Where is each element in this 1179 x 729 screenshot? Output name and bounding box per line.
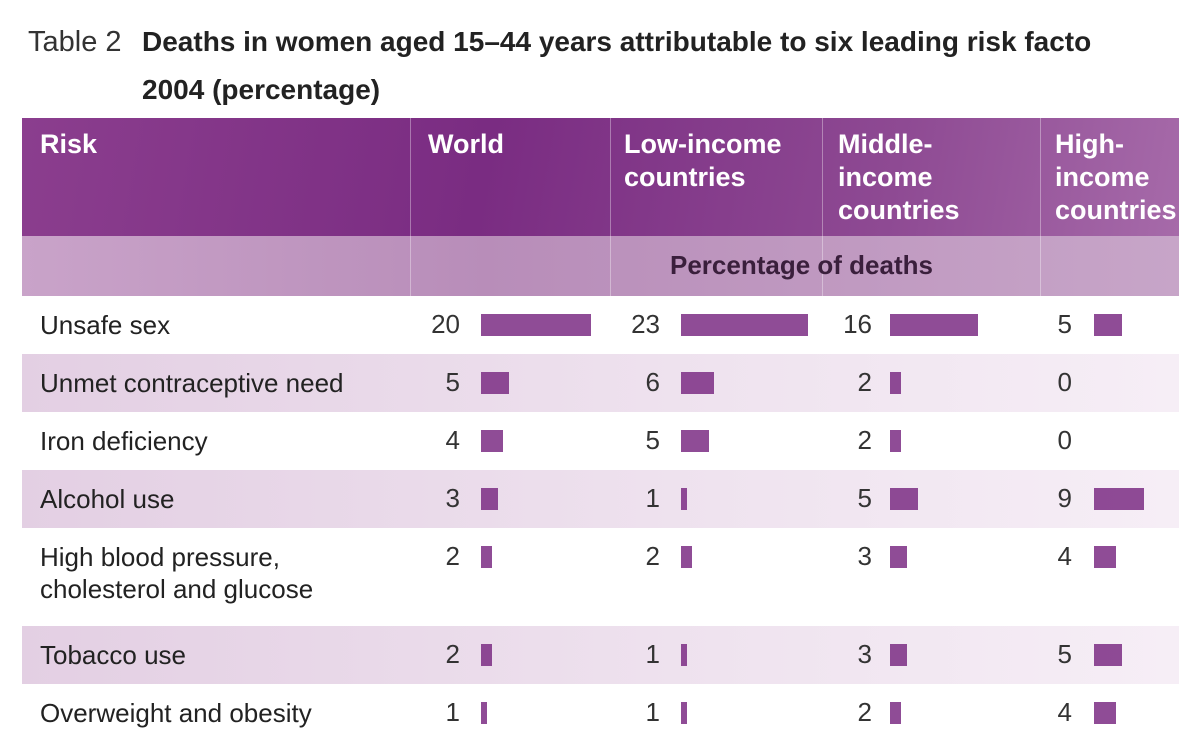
value-bar (890, 702, 901, 724)
value-bar (1094, 546, 1116, 568)
value-bar (681, 644, 687, 666)
value-bar (890, 644, 907, 666)
column-header: Low-income (624, 129, 782, 159)
value-bar (1094, 644, 1122, 666)
value-text: 2 (445, 639, 460, 669)
subheader-band (22, 236, 1179, 296)
column-header: High- (1055, 129, 1124, 159)
risk-label: Unsafe sex (40, 310, 171, 340)
value-text: 2 (857, 425, 872, 455)
value-bar (481, 430, 503, 452)
value-bar (890, 372, 901, 394)
value-text: 1 (645, 639, 660, 669)
risk-label: cholesterol and glucose (40, 574, 314, 604)
column-divider (610, 118, 611, 296)
value-text: 2 (857, 697, 872, 727)
column-divider (822, 118, 823, 296)
risk-label: Iron deficiency (40, 426, 208, 456)
column-header: World (428, 129, 504, 159)
value-text: 0 (1057, 367, 1072, 397)
value-text: 5 (645, 425, 660, 455)
value-text: 5 (1057, 309, 1072, 339)
value-bar (890, 430, 901, 452)
value-text: 2 (645, 541, 660, 571)
risk-label: Unmet contraceptive need (40, 368, 344, 398)
value-text: 4 (1057, 697, 1072, 727)
risk-label: Alcohol use (40, 484, 175, 514)
value-bar (681, 314, 808, 336)
risk-label: Tobacco use (40, 640, 186, 670)
value-text: 5 (445, 367, 460, 397)
column-divider (410, 118, 411, 296)
column-header: Risk (40, 129, 98, 159)
title-line: Deaths in women aged 15–44 years attribu… (142, 26, 1092, 57)
value-text: 3 (857, 541, 872, 571)
row-shade (22, 354, 1179, 412)
value-bar (890, 488, 918, 510)
value-text: 3 (445, 483, 460, 513)
column-header: countries (624, 162, 746, 192)
value-bar (681, 488, 687, 510)
value-text: 20 (431, 309, 460, 339)
column-header: Middle- (838, 129, 933, 159)
value-bar (481, 314, 591, 336)
risk-label: Overweight and obesity (40, 698, 312, 728)
unit-header: Percentage of deaths (670, 250, 933, 280)
value-text: 3 (857, 639, 872, 669)
value-bar (1094, 702, 1116, 724)
row-shade (22, 626, 1179, 684)
value-bar (681, 372, 714, 394)
value-text: 9 (1057, 483, 1072, 513)
value-text: 1 (645, 697, 660, 727)
value-bar (890, 546, 907, 568)
column-header: countries (838, 195, 960, 225)
value-bar (481, 644, 492, 666)
value-text: 2 (445, 541, 460, 571)
value-bar (481, 702, 487, 724)
value-text: 1 (645, 483, 660, 513)
value-text: 6 (645, 367, 660, 397)
table-label: Table 2 (28, 26, 122, 58)
value-text: 0 (1057, 425, 1072, 455)
column-header: income (1055, 162, 1150, 192)
value-bar (681, 430, 709, 452)
header-band (22, 118, 1179, 236)
value-text: 16 (843, 309, 872, 339)
column-header: countries (1055, 195, 1177, 225)
value-text: 4 (445, 425, 460, 455)
value-bar (1094, 314, 1122, 336)
value-text: 1 (445, 697, 460, 727)
row-shade (22, 470, 1179, 528)
value-bar (481, 372, 509, 394)
value-bar (481, 546, 492, 568)
value-bar (890, 314, 978, 336)
value-bar (1094, 488, 1144, 510)
value-bar (681, 546, 692, 568)
value-text: 5 (1057, 639, 1072, 669)
column-divider (1040, 118, 1041, 296)
risk-label: High blood pressure, (40, 542, 280, 572)
title-line: 2004 (percentage) (142, 74, 381, 105)
value-text: 23 (631, 309, 660, 339)
column-header: income (838, 162, 933, 192)
value-text: 5 (857, 483, 872, 513)
value-text: 4 (1057, 541, 1072, 571)
value-text: 2 (857, 367, 872, 397)
value-bar (481, 488, 498, 510)
value-bar (681, 702, 687, 724)
